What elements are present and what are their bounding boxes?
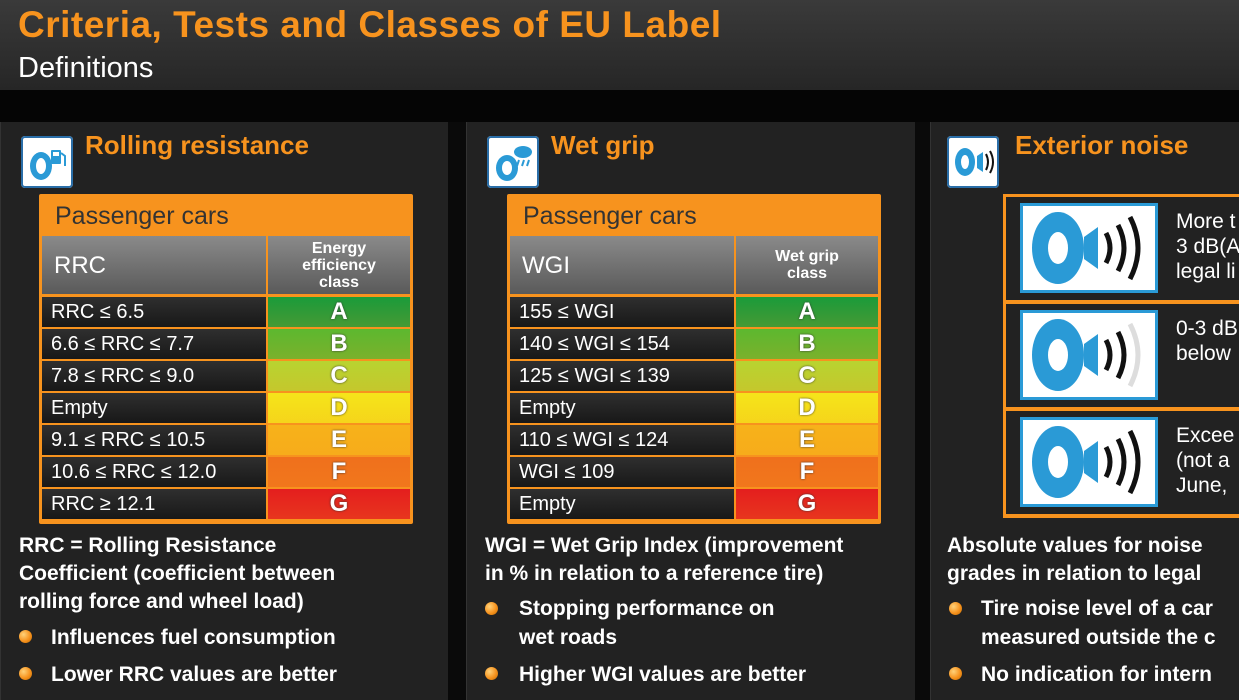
- noise-row: More t 3 dB(A legal li: [1006, 197, 1239, 300]
- table-row: 10.6 ≤ RRC ≤ 12.0 F: [42, 457, 410, 487]
- rolling-resistance-title: Rolling resistance: [85, 130, 309, 160]
- table-title: Passenger cars: [523, 202, 697, 230]
- tire-rain-icon: [487, 136, 539, 188]
- column-header-rrc: RRC: [42, 236, 266, 294]
- noise-text: More t 3 dB(A legal li: [1176, 210, 1239, 283]
- table-row: Empty D: [42, 393, 410, 423]
- noise-definition: Absolute values for noise grades in rela…: [947, 534, 1203, 585]
- tire-two-waves-icon: [1020, 310, 1158, 400]
- header: Criteria, Tests and Classes of EU Label …: [0, 0, 1239, 90]
- bullet-text: Higher WGI values are better: [519, 663, 807, 686]
- noise-row: Excee (not a June,: [1006, 411, 1239, 514]
- noise-row: 0-3 dB below: [1006, 304, 1239, 407]
- wet-grip-title: Wet grip: [551, 130, 655, 160]
- page-subtitle: Definitions: [18, 52, 154, 84]
- rolling-resistance-panel: Rolling resistance Passenger cars RRC En…: [0, 122, 449, 700]
- tire-one-wave-icon: [1020, 417, 1158, 507]
- table-row: 7.8 ≤ RRC ≤ 9.0 C: [42, 361, 410, 391]
- panel-gap: [915, 122, 930, 700]
- rrc-definition: RRC = Rolling Resistance Coefficient (co…: [19, 534, 336, 613]
- wet-grip-panel: Wet grip Passenger cars WGI Wet grip cla…: [466, 122, 916, 700]
- bullet-icon: [19, 630, 32, 643]
- bullet-text: Lower RRC values are better: [51, 663, 337, 686]
- table-row: Empty D: [510, 393, 878, 423]
- table-row: 155 ≤ WGI A: [510, 297, 878, 327]
- tire-sound-icon: [947, 136, 999, 188]
- column-header-class: Energy efficiency class: [268, 236, 410, 294]
- rrc-table: Passenger cars RRC Energy efficiency cla…: [39, 194, 413, 524]
- table-row: Empty G: [510, 489, 878, 519]
- tire-fuel-pump-icon: [21, 136, 73, 188]
- bullet-text: Influences fuel consumption: [51, 626, 336, 649]
- column-header-wgi: WGI: [510, 236, 734, 294]
- table-row: RRC ≤ 6.5 A: [42, 297, 410, 327]
- table-row: 9.1 ≤ RRC ≤ 10.5 E: [42, 425, 410, 455]
- table-row: WGI ≤ 109 F: [510, 457, 878, 487]
- exterior-noise-panel: Exterior noise More t 3 dB(A legal li: [930, 122, 1239, 700]
- table-row: 125 ≤ WGI ≤ 139 C: [510, 361, 878, 391]
- table-row: 6.6 ≤ RRC ≤ 7.7 B: [42, 329, 410, 359]
- table-row: RRC ≥ 12.1 G: [42, 489, 410, 519]
- bullet-text: No indication for intern: [981, 663, 1212, 686]
- table-row: 140 ≤ WGI ≤ 154 B: [510, 329, 878, 359]
- bullet-text: Stopping performance on wet roads: [519, 597, 775, 649]
- exterior-noise-title: Exterior noise: [1015, 130, 1189, 160]
- table-row: 110 ≤ WGI ≤ 124 E: [510, 425, 878, 455]
- bullet-icon: [949, 602, 962, 615]
- wgi-definition: WGI = Wet Grip Index (improvement in % i…: [485, 534, 844, 585]
- noise-text: 0-3 dB below: [1176, 317, 1238, 365]
- panel-gap: [448, 122, 466, 700]
- noise-class-box: More t 3 dB(A legal li 0-3 dB below: [1003, 194, 1239, 518]
- bullet-icon: [19, 667, 32, 680]
- table-title: Passenger cars: [55, 202, 229, 230]
- tire-three-waves-icon: [1020, 203, 1158, 293]
- bullet-icon: [949, 667, 962, 680]
- page-title: Criteria, Tests and Classes of EU Label: [18, 4, 722, 45]
- bullet-icon: [485, 602, 498, 615]
- noise-text: Excee (not a June,: [1176, 424, 1235, 497]
- wgi-table: Passenger cars WGI Wet grip class 155 ≤ …: [507, 194, 881, 524]
- bullet-icon: [485, 667, 498, 680]
- column-header-class: Wet grip class: [736, 236, 878, 294]
- bullet-text: Tire noise level of a car measured outsi…: [981, 597, 1216, 649]
- divider-band: [0, 90, 1239, 122]
